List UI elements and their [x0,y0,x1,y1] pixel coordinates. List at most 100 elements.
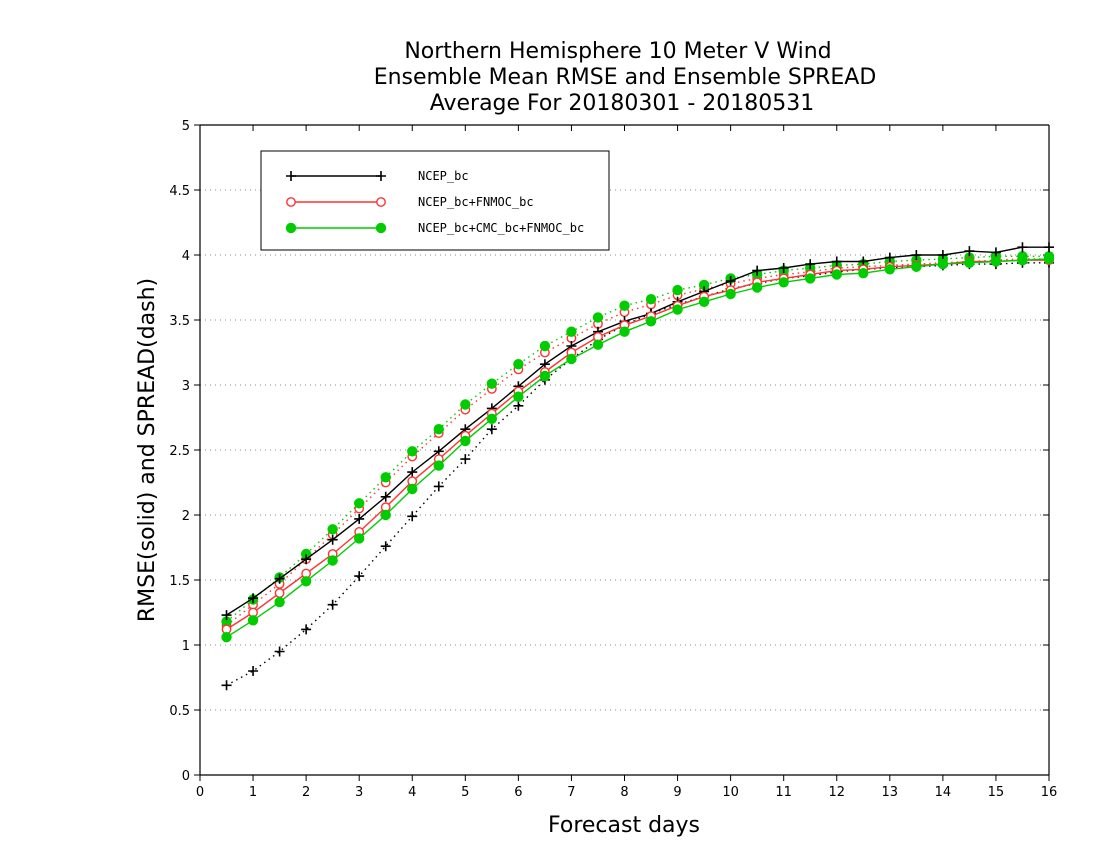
legend: NCEP_bc NCEP_bc+FNMOC_bc NCEP_bc+CMC_bc+FN… [260,150,610,251]
spread-point [460,399,471,410]
x-tick-label: 9 [673,785,681,800]
rmse-point [300,576,312,587]
rmse-point [964,246,975,257]
rmse-point [964,257,975,269]
rmse-point [725,276,736,286]
series-spread-NCEP_bc [221,257,1054,691]
x-tick-label: 11 [775,785,792,800]
y-tick-label: 0 [182,769,190,784]
spread-point [407,511,418,522]
x-tick-label: 16 [1041,785,1058,800]
spread-point [486,378,498,389]
spread-point [354,571,365,582]
rmse-point [247,615,259,626]
rmse-point [1017,242,1028,253]
rmse-point [831,256,842,267]
spread-line [226,255,1049,623]
rmse-point [513,391,524,402]
rmse-point [884,252,895,263]
rmse-point [274,596,285,608]
x-tick-label: 3 [355,785,363,800]
rmse-point [911,261,922,272]
series-spread-NCEP_bc+FNMOC_bc [221,253,1054,631]
rmse-point [460,435,471,447]
rmse-point [990,256,1002,267]
rmse-point [407,467,418,478]
rmse-point [486,413,498,425]
spread-point [513,359,524,370]
legend-label: NCEP_bc [418,169,469,183]
spread-point [672,284,683,296]
rmse-point [752,265,763,276]
rmse-point [1017,255,1028,266]
x-tick-label: 8 [620,785,628,800]
y-tick-label: 1 [182,639,190,654]
rmse-point [407,483,418,495]
rmse-point [698,296,710,308]
x-tick-label: 5 [461,785,469,800]
legend-entry-NCEP_bc: NCEP_bc [286,169,469,183]
legend-marker-start [286,197,296,207]
y-tick-label: 5 [182,119,190,134]
spread-point [566,326,577,337]
spread-point [407,446,418,457]
rmse-point [751,282,763,293]
rmse-point [327,555,338,566]
rmse-point [1044,242,1054,253]
y-axis-ticks: 0 0.5 1 1.5 2 2.5 3 3.5 4 4.5 5 [169,119,1049,784]
rmse-point [778,263,789,273]
x-tick-label: 12 [828,785,845,800]
series-rmse-NCEP_bc+CMC_bc+FNMOC_bc [221,253,1055,643]
rmse-point [221,610,232,621]
legend-marker-start [286,171,296,181]
rmse-line [226,259,1049,630]
legend-marker-end [376,197,386,207]
rmse-point [805,259,816,270]
x-tick-label: 13 [882,785,899,800]
y-tick-label: 4 [182,249,190,264]
spread-line [226,258,1049,627]
spread-point [619,300,630,311]
x-tick-label: 6 [514,785,522,800]
x-tick-label: 1 [249,785,257,800]
rmse-point [327,534,338,545]
spread-point [645,294,657,305]
spread-point [221,680,232,691]
rmse-point [858,268,869,279]
rmse-point [884,264,896,275]
rmse-point [645,316,657,327]
y-axis-label: RMSE(solid) and SPREAD(dash) [135,278,160,622]
legend-label: NCEP_bc+CMC_bc+FNMOC_bc [418,221,584,235]
x-axis-label: Forecast days [548,813,700,838]
legend-box [260,150,610,251]
spread-point [380,541,391,552]
title-line-2: Ensemble Mean RMSE and Ensemble SPREAD [374,65,877,90]
rmse-point [380,491,391,502]
rmse-point [990,247,1001,258]
series-rmse-NCEP_bc [221,242,1054,621]
x-tick-label: 4 [408,785,416,800]
rmse-point [566,353,577,365]
x-tick-label: 7 [567,785,575,800]
y-tick-label: 4.5 [169,184,190,199]
spread-point [248,666,259,676]
rmse-point [725,288,736,300]
spread-point [486,424,497,435]
spread-point [380,472,391,483]
rmse-point [911,250,922,260]
rmse-point [248,593,259,604]
rmse-point [805,273,816,284]
chart-title: Northern Hemisphere 10 Meter V Wind Ense… [374,39,877,116]
rmse-point [592,339,604,350]
title-line-3: Average For 20180301 - 20180531 [430,91,815,116]
y-tick-label: 2 [182,509,190,524]
spread-point [433,424,444,435]
rmse-point [778,277,789,288]
spread-point [327,599,338,610]
legend-label: NCEP_bc+FNMOC_bc [418,195,534,209]
rmse-point [274,573,285,584]
spread-point [274,646,285,657]
legend-entry-NCEP_bc+CMC_bc+FNMOC_bc: NCEP_bc+CMC_bc+FNMOC_bc [285,221,584,235]
title-line-1: Northern Hemisphere 10 Meter V Wind [404,39,831,64]
rmse-point [831,269,842,280]
